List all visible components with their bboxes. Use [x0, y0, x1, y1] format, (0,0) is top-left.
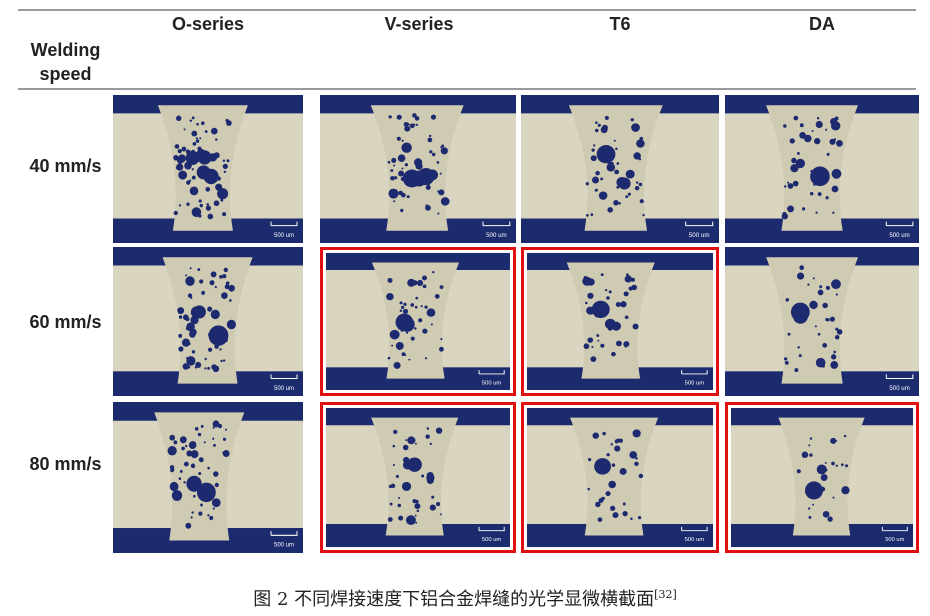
micrograph-o-series-40mms: 500 um — [113, 95, 303, 243]
scale-bar-label: 500 um — [889, 385, 909, 392]
scale-bar-label: 500 um — [689, 232, 710, 239]
col-header-o-series: O-series — [171, 14, 245, 34]
header-rule — [18, 88, 916, 90]
micrograph-da-40mms: 500 um — [725, 95, 919, 243]
row-header: Welding speed — [30, 40, 101, 84]
micrograph-v-series-40mms: 500 um — [320, 95, 516, 243]
micrograph-da-60mms: 500 um — [725, 247, 919, 396]
scale-bar-label: 500 um — [885, 537, 904, 543]
scale-bar-label: 500 um — [486, 232, 507, 239]
top-rule — [18, 9, 916, 11]
scale-bar-label: 500 um — [274, 542, 294, 549]
row-label-40: 40 mm/s — [29, 156, 102, 176]
scale-bar-label: 500 um — [274, 233, 294, 239]
col-header-da: DA — [809, 14, 835, 34]
scale-bar-label: 500 um — [482, 537, 502, 543]
row-label-80: 80 mm/s — [29, 454, 102, 474]
figure-caption: 图 2 不同焊接速度下铝合金焊缝的光学显微横截面[32] — [253, 588, 677, 610]
micrograph-t6-60mms: 500 um — [521, 247, 719, 396]
row-label-60: 60 mm/s — [29, 312, 102, 332]
scale-bar-label: 500 um — [482, 380, 502, 386]
micrograph-t6-80mms: 500 um — [521, 402, 719, 553]
micrograph-t6-40mms: 500 um — [521, 95, 719, 243]
micrograph-o-series-60mms: 500 um — [113, 247, 303, 396]
scale-bar-label: 500 um — [274, 385, 294, 392]
micrograph-v-series-80mms: 500 um — [320, 402, 516, 553]
col-header-t6: T6 — [609, 14, 631, 34]
micrograph-v-series-60mms: 500 um — [320, 247, 516, 396]
scale-bar-label: 500 um — [889, 232, 909, 239]
col-header-v-series: V-series — [384, 14, 454, 34]
micrograph-o-series-80mms: 500 um — [113, 402, 303, 553]
scale-bar-label: 500 um — [685, 537, 705, 543]
micrograph-da-80mms: 500 um — [725, 402, 919, 553]
scale-bar-label: 500 um — [685, 380, 705, 386]
